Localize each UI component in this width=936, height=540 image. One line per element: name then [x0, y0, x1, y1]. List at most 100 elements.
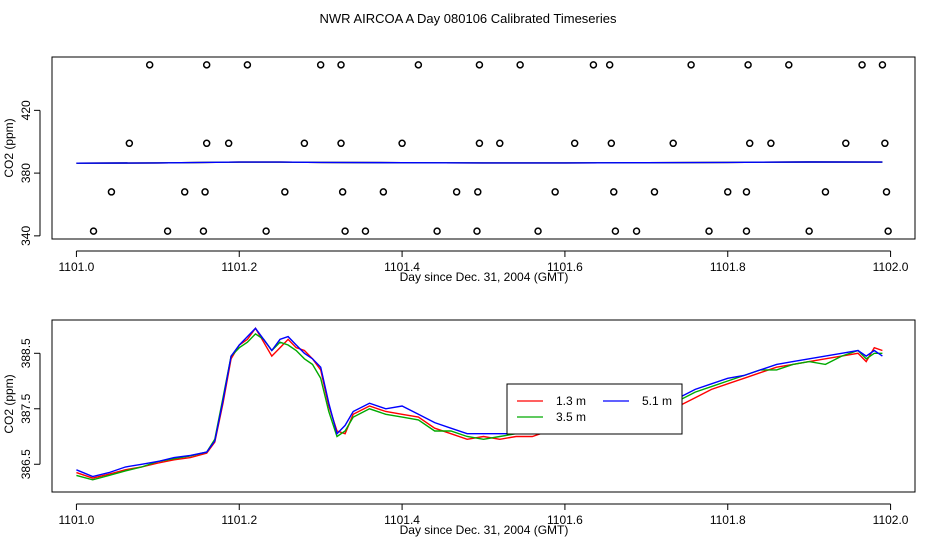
data-point	[878, 61, 887, 69]
data-point	[201, 188, 209, 196]
series-line-3	[76, 327, 883, 478]
data-point	[605, 61, 614, 69]
x-tick-label: 1102.0	[873, 260, 909, 274]
data-point	[858, 61, 866, 69]
data-point	[516, 61, 524, 69]
x-tick-label: 1101.0	[59, 260, 95, 274]
x-axis-label-bottom: Day since Dec. 31, 2004 (GMT)	[400, 523, 569, 537]
x-tick-label: 1101.8	[710, 260, 746, 274]
data-point	[163, 227, 172, 235]
data-point	[821, 188, 830, 196]
data-point	[551, 188, 559, 196]
data-point	[361, 227, 370, 235]
data-point	[742, 188, 751, 196]
series-line-1	[76, 327, 883, 479]
legend-label-3: 5.1 m	[642, 394, 672, 408]
legend-box	[506, 383, 683, 435]
data-point	[534, 227, 542, 235]
x-tick-label: 1101.2	[221, 513, 257, 527]
x-tick-label: 1101.4	[384, 260, 420, 274]
data-point	[632, 227, 641, 235]
data-point	[767, 139, 775, 148]
y-axis-label-bottom: CO2 (ppm)	[2, 374, 16, 433]
data-point	[341, 227, 349, 235]
data-point	[300, 139, 309, 148]
line-series-bottom	[76, 327, 883, 481]
data-point	[125, 139, 134, 148]
data-point	[842, 139, 850, 148]
y-tick-label: 420	[19, 100, 33, 120]
data-point	[224, 139, 233, 148]
x-tick-label: 1101.2	[221, 260, 257, 274]
data-point	[473, 227, 481, 235]
data-point	[398, 139, 406, 148]
data-point	[180, 188, 189, 196]
data-point	[433, 227, 441, 235]
data-point	[474, 188, 482, 196]
x-tick-label: 1101.4	[384, 513, 420, 527]
x-axis-top: 1101.0 1101.2 1101.4 1101.6 1101.8 1102.0	[59, 250, 909, 274]
data-point	[452, 188, 461, 196]
data-point	[199, 227, 208, 235]
data-point	[884, 227, 892, 235]
data-point	[589, 61, 598, 69]
data-point	[611, 227, 620, 235]
data-point	[316, 61, 325, 69]
data-point	[475, 139, 484, 148]
data-point	[669, 139, 677, 148]
data-point	[338, 188, 347, 196]
data-point	[687, 61, 695, 69]
panel-bottom: 1101.0 1101.2 1101.4 1101.6 1101.8 1102.0 386…	[2, 319, 916, 537]
x-tick-label: 1101.0	[59, 513, 95, 527]
y-tick-label: 380	[19, 163, 33, 183]
data-point	[723, 188, 732, 196]
data-point	[475, 61, 484, 69]
y-axis-label-top: CO2 (ppm)	[2, 118, 16, 177]
scatter-points-top	[89, 61, 892, 235]
series-line-2	[76, 332, 883, 481]
figure-title: NWR AIRCOA A Day 080106 Calibrated Times…	[320, 11, 617, 26]
data-point	[243, 61, 252, 69]
x-tick-label: 1101.6	[547, 513, 583, 527]
x-tick-label: 1101.6	[547, 260, 583, 274]
series-line-3	[76, 161, 883, 164]
y-tick-label: 386.5	[19, 449, 33, 479]
data-point	[337, 139, 345, 148]
plot-frame-bottom	[51, 319, 916, 493]
plot-frame-top	[51, 56, 916, 240]
y-tick-label: 340	[19, 226, 33, 246]
legend-label-2: 3.5 m	[556, 410, 586, 424]
data-point	[145, 61, 154, 69]
data-point	[496, 139, 504, 148]
x-tick-label: 1102.0	[873, 513, 909, 527]
data-point	[744, 61, 752, 69]
line-series-top	[76, 161, 883, 164]
data-point	[107, 188, 116, 196]
legend: 1.3 m 3.5 m 5.1 m	[506, 383, 683, 435]
x-tick-label: 1101.8	[710, 513, 746, 527]
data-point	[742, 227, 751, 235]
data-point	[607, 139, 616, 148]
data-point	[570, 139, 579, 148]
data-point	[281, 188, 289, 196]
panel-top: 1101.0 1101.2 1101.4 1101.6 1101.8 1102.0 340…	[2, 56, 916, 284]
y-tick-label: 387.5	[19, 393, 33, 423]
data-point	[262, 227, 270, 235]
data-point	[610, 188, 618, 196]
x-axis-bottom: 1101.0 1101.2 1101.4 1101.6 1101.8 1102.0	[59, 503, 909, 527]
data-point	[881, 139, 889, 148]
y-tick-label: 388.5	[19, 338, 33, 368]
data-point	[650, 188, 659, 196]
data-point	[785, 61, 793, 69]
y-axis-top: 340 380 420	[19, 100, 41, 246]
data-point	[337, 61, 345, 69]
data-point	[379, 188, 388, 196]
data-point	[805, 227, 813, 235]
data-point	[202, 139, 211, 148]
data-point	[705, 227, 713, 235]
data-point	[745, 139, 754, 148]
data-point	[89, 227, 98, 235]
legend-label-1: 1.3 m	[556, 394, 586, 408]
data-point	[202, 61, 211, 69]
